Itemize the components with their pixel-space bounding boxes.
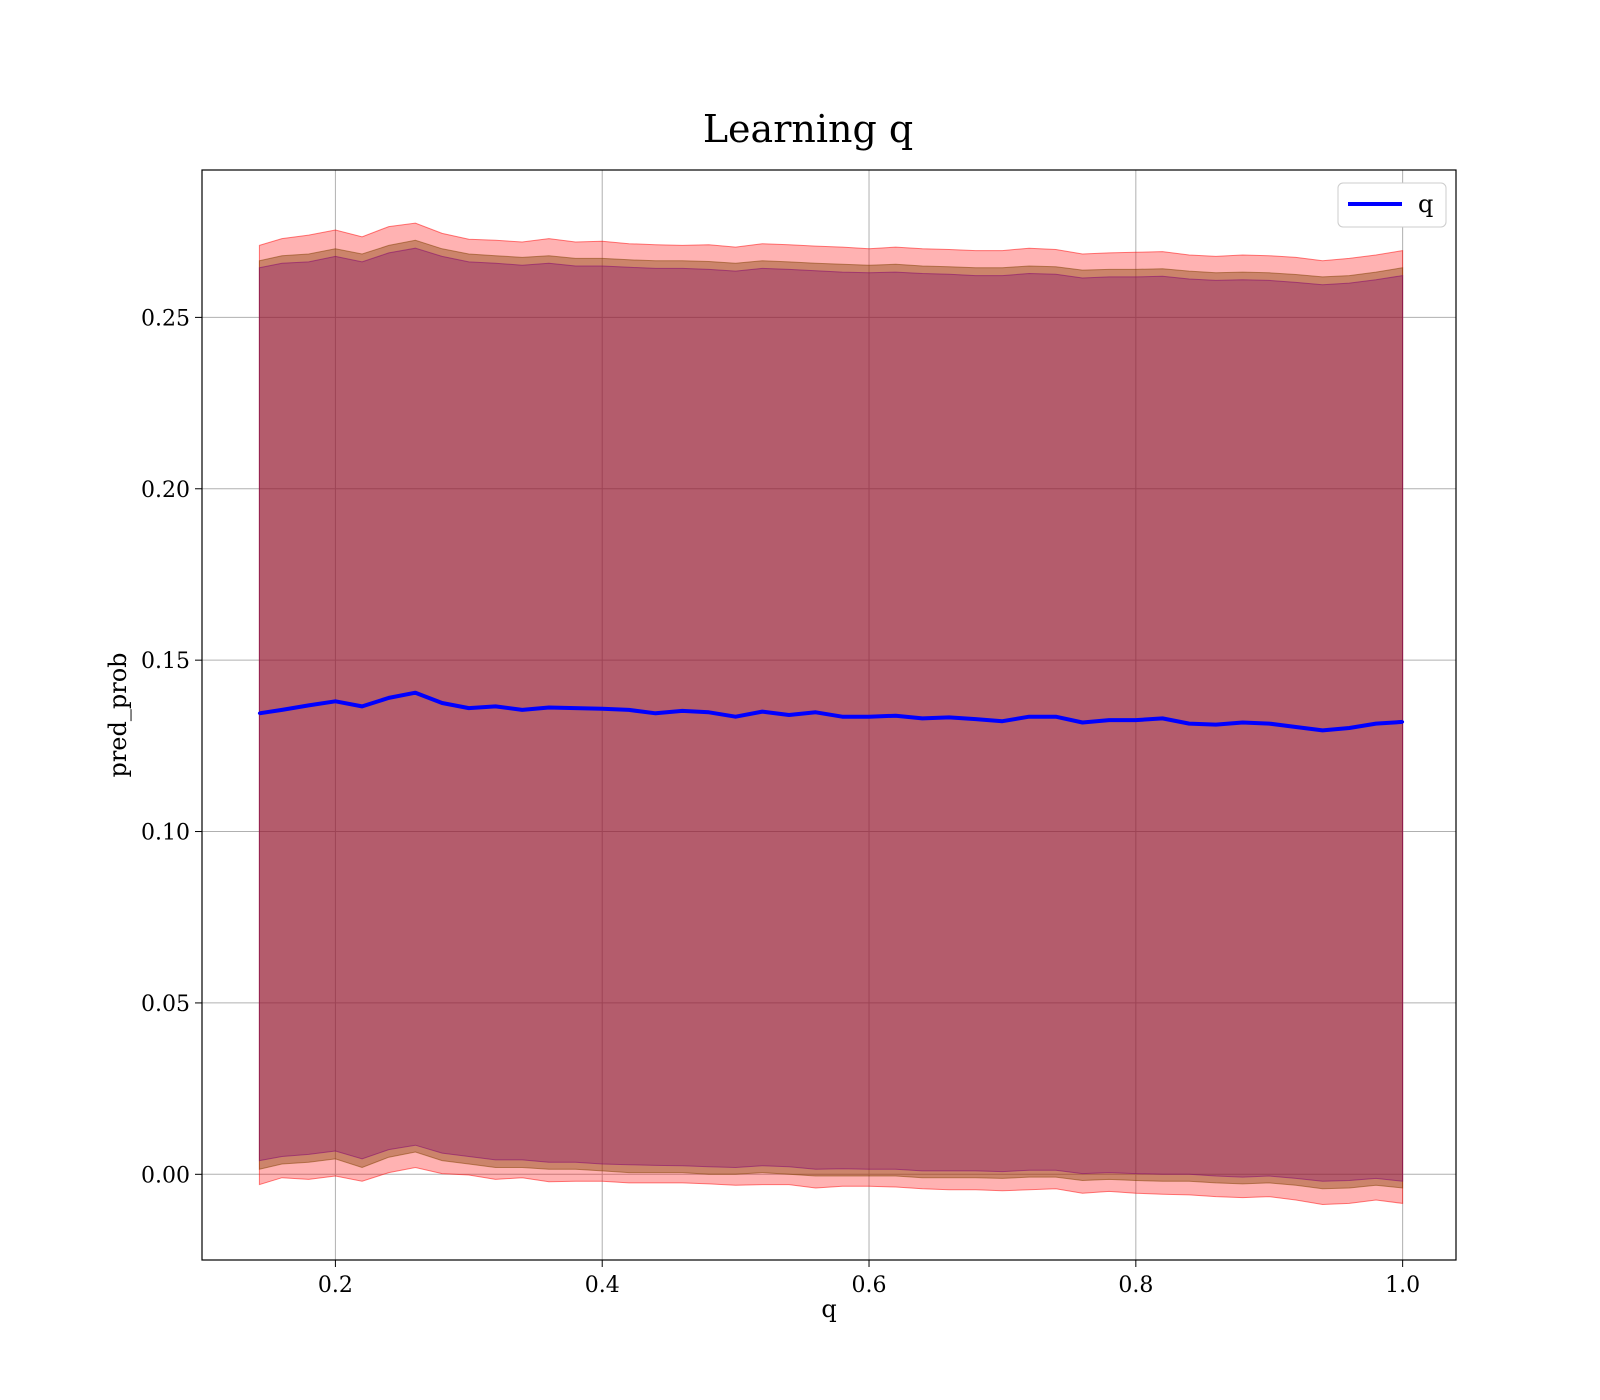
data-point-q: [520, 708, 524, 712]
data-point-q: [467, 706, 471, 710]
data-point-q: [494, 704, 497, 708]
x-tick-label: 0.2: [318, 1273, 353, 1298]
data-point-q: [894, 714, 898, 718]
data-point-q: [1294, 725, 1298, 729]
data-point-q: [600, 707, 604, 711]
data-point-q: [280, 708, 284, 712]
y-tick-label: 0.00: [141, 1163, 190, 1188]
data-point-q: [1027, 715, 1031, 719]
data-point-q: [413, 691, 417, 695]
data-point-q: [920, 716, 924, 720]
legend-label-q: q: [1418, 190, 1433, 218]
data-point-q: [440, 701, 444, 705]
data-point-q: [627, 708, 631, 712]
data-point-q: [1081, 721, 1084, 724]
data-point-q: [680, 709, 684, 713]
x-tick-label: 0.8: [1118, 1273, 1153, 1298]
data-point-q: [974, 717, 978, 721]
data-point-q: [787, 713, 791, 717]
data-point-q: [1241, 721, 1245, 724]
data-point-q: [734, 715, 738, 719]
data-point-q: [1267, 722, 1271, 726]
data-point-q: [307, 703, 311, 707]
data-point-q: [1401, 720, 1405, 724]
data-point-q: [1214, 723, 1218, 727]
data-point-q: [840, 715, 844, 719]
x-tick-label: 1.0: [1385, 1273, 1420, 1298]
y-tick-label: 0.25: [141, 306, 190, 331]
plot-frame: [201, 169, 1457, 1261]
y-tick-label: 0.20: [141, 478, 190, 503]
data-point-q: [1054, 715, 1058, 719]
legend: q: [1337, 182, 1447, 228]
data-point-q: [867, 715, 871, 719]
data-point-q: [333, 699, 337, 703]
data-point-q: [1000, 719, 1004, 723]
y-tick-label: 0.15: [141, 649, 190, 674]
data-point-q: [1374, 722, 1378, 726]
data-point-q: [1321, 728, 1325, 732]
y-axis-label: pred_prob: [104, 652, 132, 777]
data-point-q: [707, 710, 711, 714]
data-point-q: [1134, 718, 1138, 722]
data-point-q: [387, 696, 391, 700]
y-tick-label: 0.10: [141, 821, 190, 846]
y-tick-label: 0.05: [141, 992, 190, 1017]
data-point-q: [1187, 722, 1191, 726]
data-point-q: [547, 706, 551, 709]
data-point-q: [760, 710, 764, 714]
data-point-q: [360, 704, 364, 708]
data-point-q: [1347, 726, 1351, 730]
x-tick-label: 0.4: [585, 1273, 620, 1298]
data-point-q: [574, 706, 577, 710]
data-point-q: [947, 715, 951, 719]
series-line-q: [259, 690, 1403, 733]
plot-area: [202, 170, 1456, 1260]
data-point-q: [654, 711, 658, 715]
x-axis-label: q: [821, 1295, 836, 1323]
data-point-q: [814, 710, 818, 714]
axes-ticks: 0.2 0.4 0.6 0.8 1.0 0.00 0.05 0.10 0.15 0.20 0.25: [141, 306, 1420, 1298]
data-point-q: [1161, 716, 1164, 720]
x-tick-label: 0.6: [852, 1273, 887, 1298]
data-point-q: [257, 711, 261, 715]
data-point-q: [1107, 718, 1111, 722]
chart-title: Learning q: [703, 107, 913, 151]
